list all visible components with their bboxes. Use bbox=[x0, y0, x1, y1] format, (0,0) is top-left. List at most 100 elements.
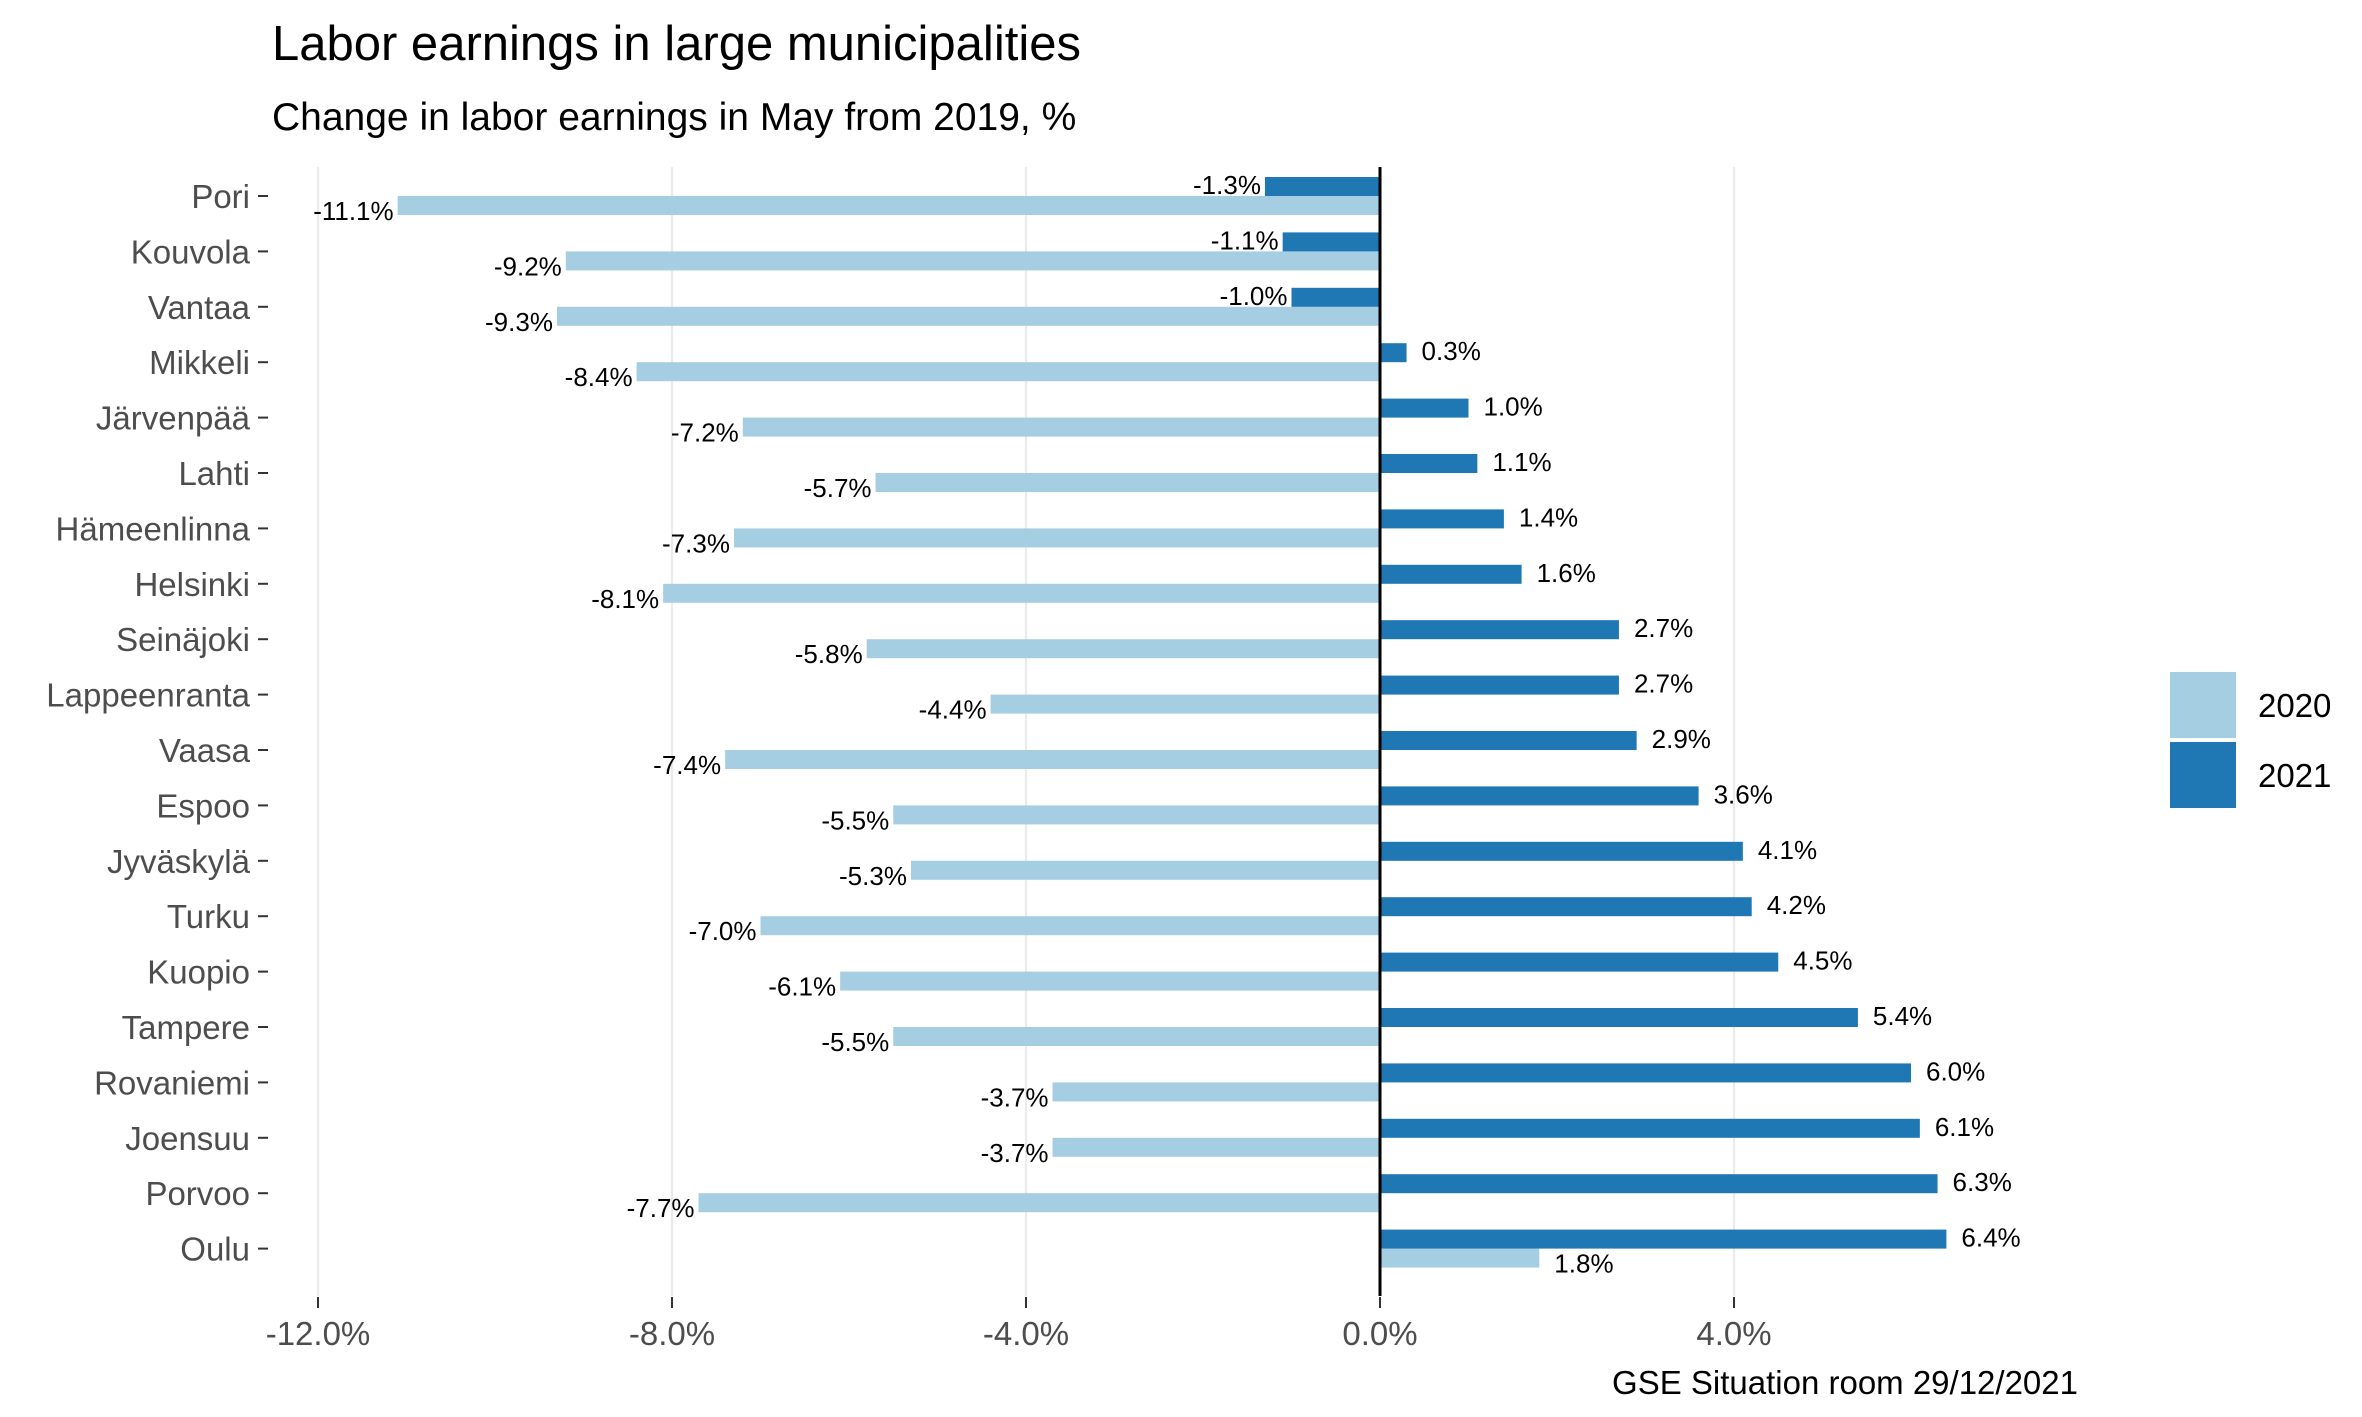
bar-2021 bbox=[1380, 1008, 1858, 1027]
bar-2020 bbox=[725, 750, 1380, 769]
bar-2020 bbox=[663, 583, 1380, 603]
y-tick-label: Seinäjoki bbox=[116, 621, 250, 658]
bar-2020 bbox=[1380, 1248, 1540, 1268]
data-label-2020: -5.3% bbox=[839, 861, 907, 891]
bar-2021 bbox=[1291, 287, 1380, 307]
y-tick-label: Kuopio bbox=[147, 954, 250, 991]
data-label-2021: 1.0% bbox=[1484, 392, 1543, 422]
data-label-2021: 1.1% bbox=[1492, 447, 1551, 477]
y-tick-label: Vaasa bbox=[159, 732, 251, 769]
bar-2021 bbox=[1380, 1063, 1911, 1083]
bar-2020 bbox=[893, 1027, 1380, 1046]
bar-2021 bbox=[1380, 343, 1407, 363]
data-label-2020: -5.5% bbox=[821, 1027, 889, 1057]
data-label-2020: -7.3% bbox=[662, 528, 730, 558]
bar-2020 bbox=[866, 639, 1380, 659]
bar-2020 bbox=[1052, 1082, 1380, 1102]
y-tick-label: Mikkeli bbox=[149, 344, 250, 381]
bar-2021 bbox=[1380, 620, 1619, 640]
bar-2020 bbox=[875, 473, 1380, 492]
data-label-2021: 2.7% bbox=[1634, 613, 1693, 643]
y-tick-label: Lappeenranta bbox=[46, 677, 250, 714]
bar-2021 bbox=[1380, 454, 1478, 473]
data-label-2021: -1.3% bbox=[1193, 170, 1261, 200]
data-label-2021: 3.6% bbox=[1714, 779, 1773, 809]
data-label-2021: 2.9% bbox=[1652, 724, 1711, 754]
data-label-2021: 6.0% bbox=[1926, 1056, 1985, 1086]
data-label-2021: 5.4% bbox=[1873, 1001, 1932, 1031]
data-label-2020: -7.2% bbox=[671, 418, 739, 448]
data-label-2020: -5.7% bbox=[804, 473, 872, 503]
data-label-2020: -8.1% bbox=[591, 584, 659, 614]
data-label-2020: -3.7% bbox=[981, 1138, 1049, 1168]
data-label-2020: -8.4% bbox=[565, 362, 633, 392]
bar-2020 bbox=[760, 916, 1380, 936]
bar-2021 bbox=[1380, 897, 1752, 917]
bar-2021 bbox=[1380, 841, 1743, 861]
data-label-2020: -11.1% bbox=[313, 196, 393, 226]
data-label-2020: -7.4% bbox=[653, 750, 721, 780]
y-tick-label: Jyväskylä bbox=[107, 843, 251, 880]
legend-key-2020 bbox=[2170, 672, 2236, 738]
data-label-2021: 6.4% bbox=[1961, 1223, 2020, 1253]
data-label-2021: 0.3% bbox=[1422, 336, 1481, 366]
data-label-2021: 4.1% bbox=[1758, 835, 1817, 865]
x-tick-label: 4.0% bbox=[1696, 1315, 1771, 1352]
legend-label-2021: 2021 bbox=[2258, 757, 2331, 794]
data-labels: -11.1% -1.3% -9.2% -1.1% -9.3% -1.0% -8.4% 0.3%… bbox=[313, 170, 2020, 1279]
y-tick-label: Järvenpää bbox=[96, 400, 251, 437]
bar-2021 bbox=[1380, 1118, 1920, 1138]
x-tick-label: -8.0% bbox=[629, 1315, 715, 1352]
y-tick-label: Turku bbox=[167, 898, 250, 935]
bar-2021 bbox=[1380, 564, 1522, 584]
bar-2021 bbox=[1380, 786, 1699, 806]
bar-2021 bbox=[1380, 1229, 1947, 1249]
bar-2020 bbox=[636, 362, 1380, 382]
y-tick-label: Helsinki bbox=[134, 566, 250, 603]
data-label-2021: -1.0% bbox=[1220, 281, 1288, 311]
data-label-2020: -4.4% bbox=[919, 695, 987, 725]
bar-2021 bbox=[1380, 398, 1469, 418]
data-label-2020: -6.1% bbox=[768, 972, 836, 1002]
bar-2021 bbox=[1380, 1174, 1938, 1194]
data-label-2021: 1.6% bbox=[1537, 558, 1596, 588]
data-label-2020: -5.5% bbox=[821, 805, 889, 835]
data-label-2020: -7.0% bbox=[689, 916, 757, 946]
bar-2020 bbox=[565, 251, 1380, 271]
data-label-2021: 6.1% bbox=[1935, 1112, 1994, 1142]
data-label-2021: 6.3% bbox=[1953, 1167, 2012, 1197]
bar-2020 bbox=[742, 417, 1380, 437]
bars bbox=[397, 177, 1947, 1268]
y-tick-label: Lahti bbox=[178, 455, 250, 492]
bar-2020 bbox=[733, 528, 1380, 548]
legend-key-2021 bbox=[2170, 742, 2236, 808]
chart-caption: GSE Situation room 29/12/2021 bbox=[1612, 1364, 2078, 1401]
y-tick-label: Porvoo bbox=[145, 1175, 250, 1212]
bar-2020 bbox=[397, 196, 1380, 215]
data-label-2020: -5.8% bbox=[795, 639, 863, 669]
bar-2020 bbox=[1052, 1137, 1380, 1157]
data-label-2020: -9.2% bbox=[494, 251, 562, 281]
y-tick-label: Espoo bbox=[156, 787, 250, 824]
data-label-2021: 4.2% bbox=[1767, 890, 1826, 920]
legend: 2020 2021 bbox=[2170, 672, 2331, 808]
y-tick-label: Pori bbox=[191, 178, 250, 215]
bar-2020 bbox=[990, 694, 1380, 714]
data-label-2020: -7.7% bbox=[627, 1193, 695, 1223]
y-tick-label: Oulu bbox=[180, 1231, 250, 1268]
bar-2021 bbox=[1380, 509, 1504, 529]
bar-2021 bbox=[1282, 232, 1380, 252]
x-tick-label: 0.0% bbox=[1342, 1315, 1417, 1352]
chart-title: Labor earnings in large municipalities bbox=[272, 17, 1081, 71]
y-axis: Pori Kouvola Vantaa Mikkeli Järvenpää Lahti Hä… bbox=[46, 178, 268, 1268]
y-tick-label: Tampere bbox=[122, 1009, 250, 1046]
bar-2020 bbox=[893, 805, 1380, 825]
bar-2020 bbox=[698, 1193, 1380, 1213]
legend-label-2020: 2020 bbox=[2258, 687, 2331, 724]
data-label-2021: 1.4% bbox=[1519, 502, 1578, 532]
y-tick-label: Vantaa bbox=[148, 289, 251, 326]
data-label-2021: 2.7% bbox=[1634, 669, 1693, 699]
bar-2020 bbox=[840, 971, 1380, 991]
y-tick-label: Rovaniemi bbox=[94, 1064, 250, 1101]
bar-2020 bbox=[556, 306, 1380, 326]
